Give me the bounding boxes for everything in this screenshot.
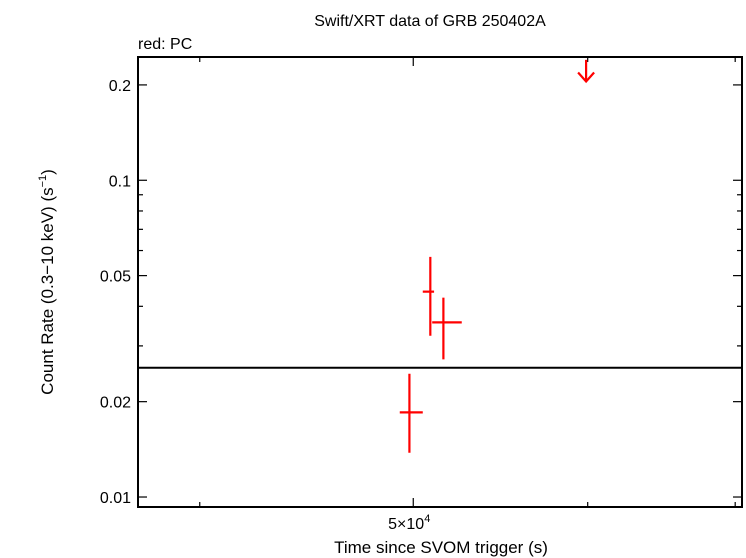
x-tick-label-mantissa: 5×10	[388, 516, 424, 533]
y-axis-label-close: )	[38, 169, 57, 175]
y-tick-label: 0.2	[109, 78, 131, 95]
upper-limit-arrowhead	[577, 71, 595, 84]
data-marks	[399, 59, 595, 453]
y-tick-label: 0.05	[100, 269, 131, 286]
y-axis-label-exponent: −1	[37, 175, 49, 188]
y-tick-label: 0.02	[100, 395, 131, 412]
x-tick-label-exponent: 4	[424, 513, 430, 525]
x-axis-label: Time since SVOM trigger (s)	[334, 538, 548, 557]
y-axis-label-main: Count Rate (0.3−10 keV) (s	[38, 187, 57, 394]
y-axis-label: Count Rate (0.3−10 keV) (s−1)	[37, 169, 57, 395]
chart-subtitle: red: PC	[138, 36, 192, 53]
x-tick-label: 5×104	[388, 513, 430, 533]
plot-frame	[137, 56, 743, 508]
chart-title: Swift/XRT data of GRB 250402A	[314, 13, 546, 30]
y-tick-label: 0.1	[109, 173, 131, 190]
axis-ticks: 0.01 0.02 0.05 0.1 0.2 5×104	[100, 57, 742, 533]
y-tick-label: 0.01	[100, 490, 131, 507]
